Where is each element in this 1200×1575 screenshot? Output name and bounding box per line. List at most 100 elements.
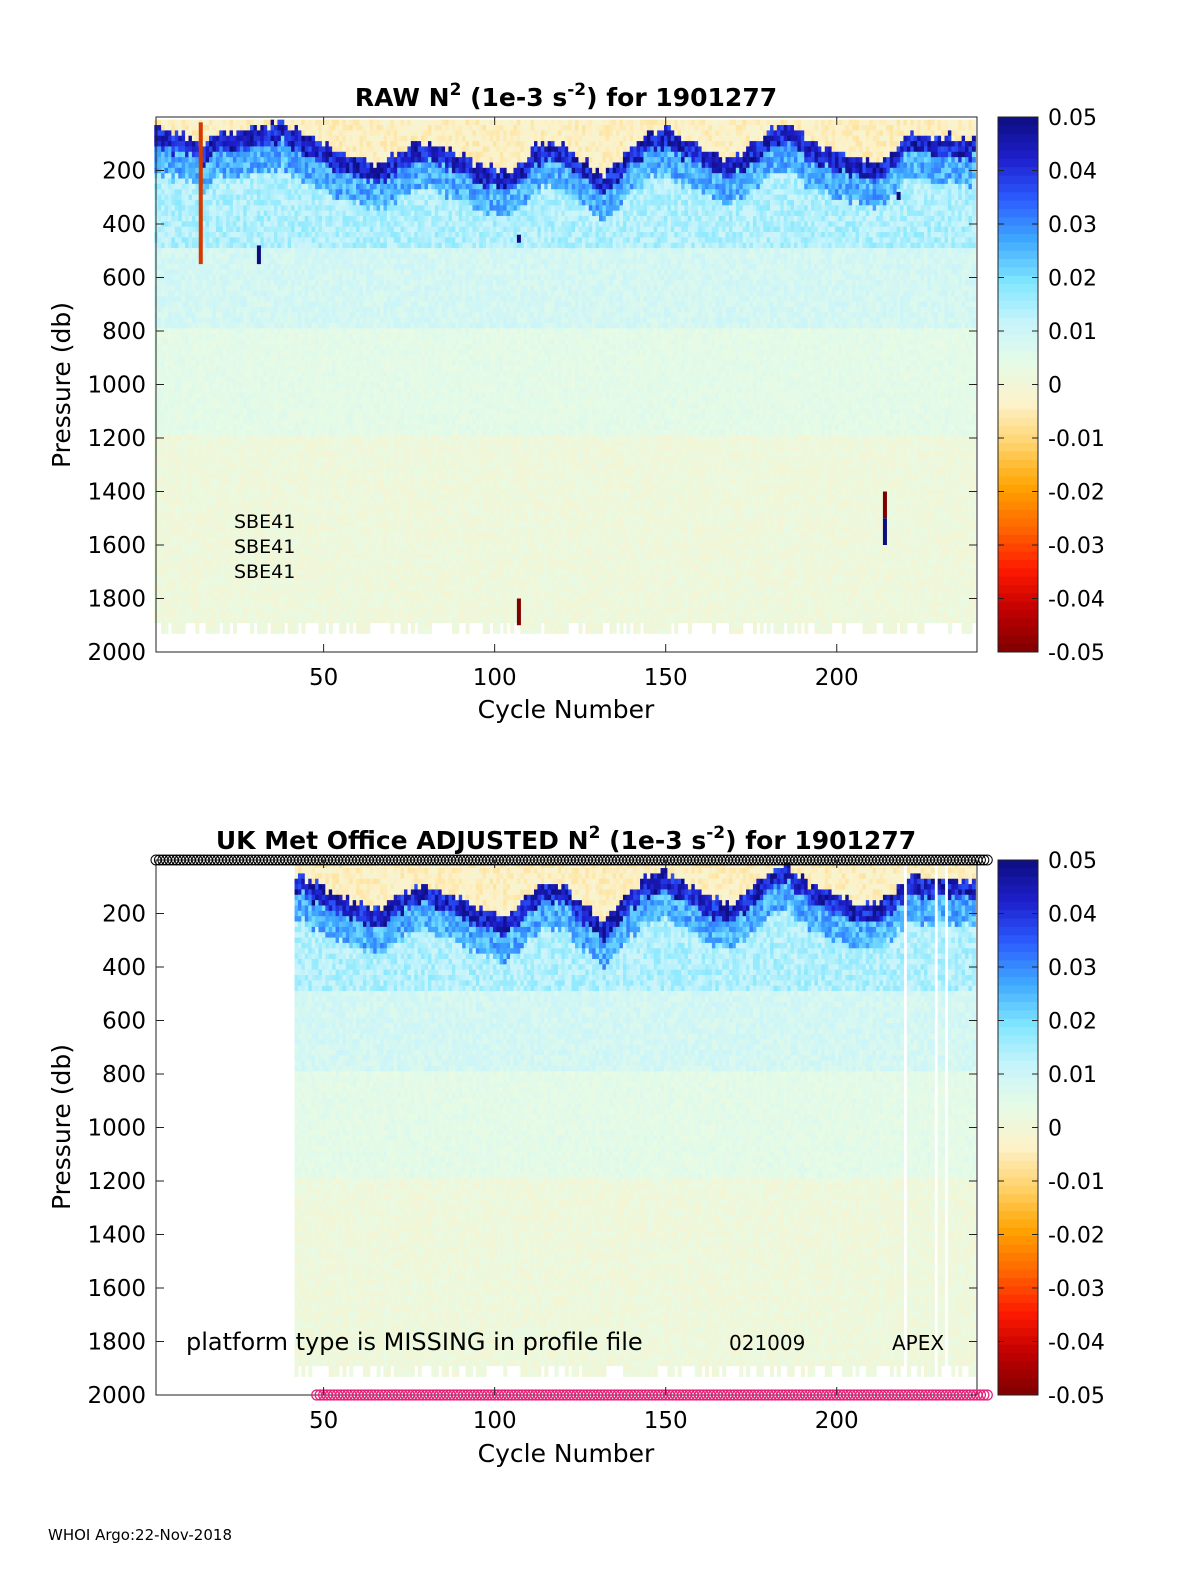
heat-cell [219,499,224,506]
heat-cell [291,333,296,340]
heat-cell [318,285,323,292]
heat-cell [161,135,166,142]
heat-cell [174,349,179,356]
heat-cell [284,258,289,265]
heat-cell [287,242,292,249]
heat-cell [253,472,258,479]
heat-cell [315,141,320,148]
heat-cell [157,285,162,292]
heat-cell [256,322,261,329]
heat-cell [246,339,251,345]
heat-cell [318,205,323,212]
heat-cell [219,585,224,592]
heat-cell [325,317,330,324]
heat-cell [229,478,234,485]
heat-cell [291,611,296,618]
heat-cell [181,488,186,495]
heat-cell [328,264,333,271]
heat-cell [205,488,210,495]
heat-cell [318,162,323,169]
heat-cell [256,306,261,313]
heat-cell [246,290,251,297]
heat-cell [212,446,217,452]
heat-cell [277,462,282,469]
heat-cell [202,365,207,372]
heat-cell [167,617,172,624]
heat-cell [195,167,200,174]
heat-cell [212,520,217,527]
heat-cell [229,232,234,238]
heat-cell [274,446,279,452]
heat-cell [202,269,207,276]
heat-cell [260,440,265,447]
heat-cell [236,344,241,351]
heat-cell [226,237,231,244]
heat-cell [185,312,190,319]
heat-cell [191,135,196,142]
heat-cell [315,574,320,581]
heat-cell [280,242,285,249]
heat-cell [178,162,183,169]
heat-cell [171,627,176,634]
heat-cell [212,360,217,367]
heat-cell [321,403,326,410]
heat-cell [304,125,309,131]
heat-cell [185,125,190,131]
heat-cell [222,451,227,458]
heat-cell [250,419,255,426]
heat-cell [161,333,166,340]
heat-cell [321,510,326,517]
heat-cell [215,558,220,565]
heat-cell [267,274,272,281]
heat-cell [174,376,179,383]
heat-cell [164,408,169,415]
heat-cell [274,355,279,362]
heat-cell [181,205,186,212]
heat-cell [188,446,193,452]
heat-cell [181,376,186,383]
heat-cell [195,510,200,517]
heat-cell [270,264,275,271]
heat-cell [157,146,162,153]
heat-cell [280,579,285,586]
heat-cell [301,199,306,206]
heat-cell [202,162,207,169]
heat-cell [311,435,316,442]
heat-cell [226,499,231,506]
heat-cell [311,510,316,517]
heat-cell [212,242,217,249]
heat-cell [239,579,244,586]
heat-cell [308,162,313,169]
heat-cell [294,157,299,164]
heat-cell [202,590,207,597]
heat-cell [253,456,258,463]
heat-cell [239,606,244,613]
heat-cell [171,574,176,581]
heat-cell [243,569,248,576]
heat-cell [232,558,237,565]
heat-cell [195,542,200,549]
heat-cell [212,189,217,196]
heat-cell [212,333,217,340]
heat-cell [157,162,162,169]
heat-cell [236,178,241,185]
heat-cell [181,253,186,260]
heat-cell [318,317,323,324]
heat-cell [188,189,193,196]
heat-cell [191,242,196,249]
heat-cell [321,274,326,281]
heat-cell [161,258,166,265]
heat-cell [171,130,176,137]
heat-cell [318,494,323,501]
heat-cell [167,312,172,319]
heat-cell [297,301,302,308]
heat-cell [232,531,237,538]
heat-cell [253,403,258,410]
heat-cell [263,574,268,581]
heat-cell [294,194,299,201]
heat-cell [267,157,272,164]
heat-cell [304,232,309,238]
heat-cell [174,119,179,126]
heat-cell [236,328,241,335]
heat-cell [297,488,302,495]
